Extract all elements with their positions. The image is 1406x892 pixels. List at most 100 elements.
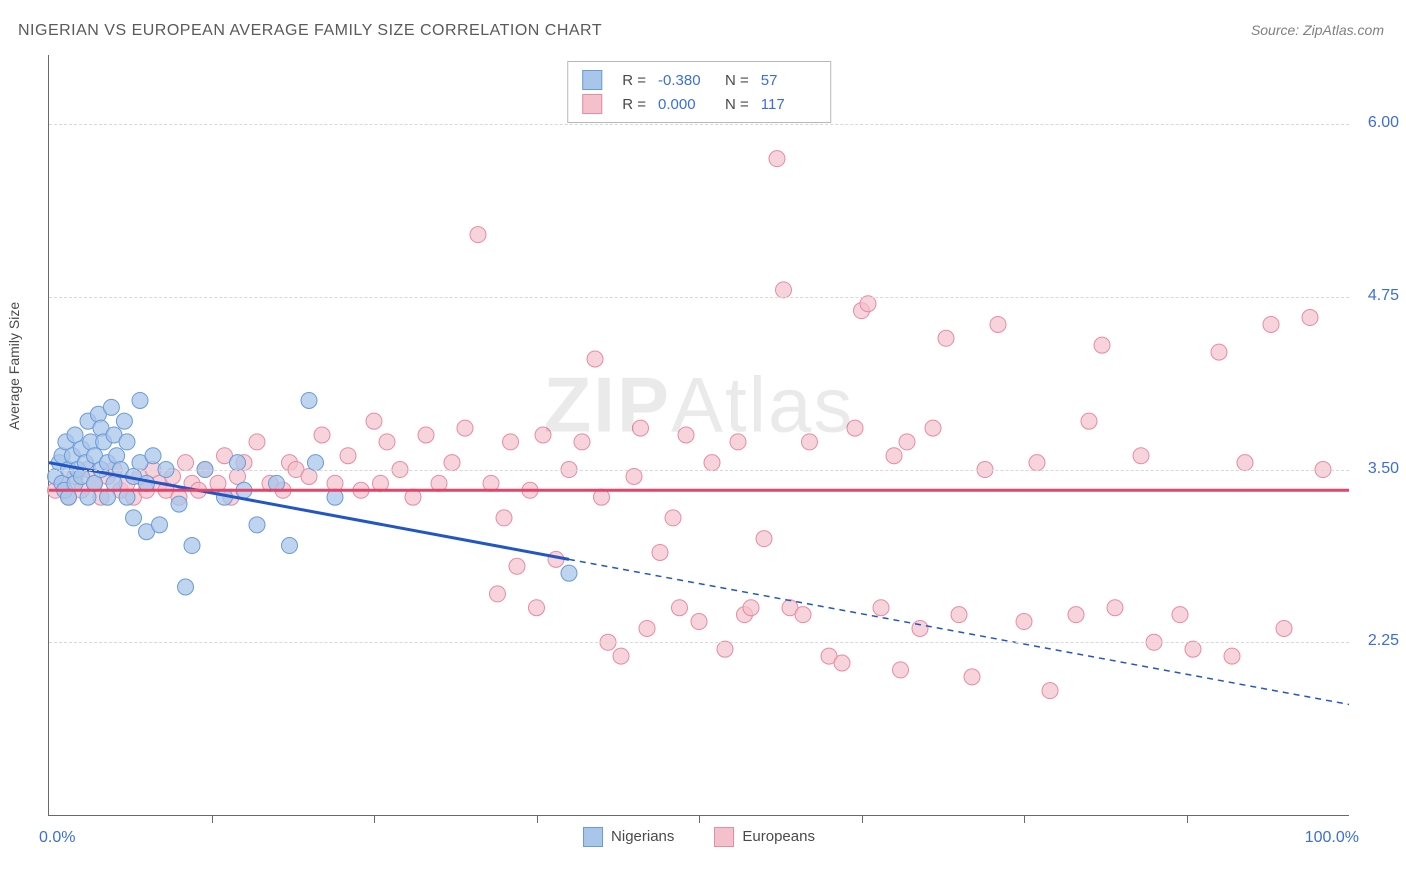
legend-swatch: [714, 827, 734, 847]
legend-item: Europeans: [714, 827, 815, 847]
data-point: [847, 420, 863, 436]
correlation-legend: R = -0.380 N = 57 R = 0.000 N = 117: [567, 61, 831, 123]
data-point: [925, 420, 941, 436]
data-point: [529, 600, 545, 616]
data-point: [893, 662, 909, 678]
legend-item: Nigerians: [583, 827, 674, 847]
data-point: [230, 455, 246, 471]
y-axis-label: Average Family Size: [6, 302, 22, 430]
data-point: [418, 427, 434, 443]
data-point: [860, 296, 876, 312]
legend-r-value: -0.380: [658, 72, 713, 89]
data-point: [340, 448, 356, 464]
x-axis-max-label: 100.0%: [1305, 829, 1359, 847]
data-point: [665, 510, 681, 526]
data-point: [178, 455, 194, 471]
source-attribution: Source: ZipAtlas.com: [1251, 22, 1384, 38]
legend-swatch: [583, 827, 603, 847]
data-point: [1237, 455, 1253, 471]
legend-r-label: R =: [622, 72, 646, 89]
legend-n-label: N =: [725, 96, 749, 113]
data-point: [802, 434, 818, 450]
gridline: [49, 124, 1349, 125]
data-point: [496, 510, 512, 526]
y-tick-label: 2.25: [1368, 632, 1399, 650]
data-point: [899, 434, 915, 450]
gridline: [49, 642, 1349, 643]
data-point: [938, 330, 954, 346]
data-point: [704, 455, 720, 471]
legend-n-label: N =: [725, 72, 749, 89]
legend-n-value: 117: [761, 96, 816, 113]
y-tick-label: 6.00: [1368, 114, 1399, 132]
data-point: [964, 669, 980, 685]
data-point: [1016, 614, 1032, 630]
x-tick: [374, 815, 375, 823]
data-point: [587, 351, 603, 367]
legend-r-label: R =: [622, 96, 646, 113]
x-tick: [1187, 815, 1188, 823]
x-tick: [212, 815, 213, 823]
data-point: [730, 434, 746, 450]
data-point: [119, 434, 135, 450]
data-point: [490, 586, 506, 602]
data-point: [1081, 413, 1097, 429]
data-point: [769, 151, 785, 167]
data-point: [717, 641, 733, 657]
data-point: [126, 510, 142, 526]
legend-r-value: 0.000: [658, 96, 713, 113]
legend-label: Europeans: [742, 828, 815, 845]
x-tick: [1024, 815, 1025, 823]
legend-label: Nigerians: [611, 828, 674, 845]
data-point: [444, 455, 460, 471]
data-point: [503, 434, 519, 450]
data-point: [776, 282, 792, 298]
data-point: [951, 607, 967, 623]
gridline: [49, 297, 1349, 298]
data-point: [470, 227, 486, 243]
data-point: [626, 468, 642, 484]
data-point: [1172, 607, 1188, 623]
x-tick: [537, 815, 538, 823]
data-point: [574, 434, 590, 450]
legend-swatch: [582, 70, 602, 90]
data-point: [103, 399, 119, 415]
data-point: [308, 455, 324, 471]
data-point: [366, 413, 382, 429]
data-point: [1042, 683, 1058, 699]
data-point: [678, 427, 694, 443]
data-point: [795, 607, 811, 623]
data-point: [282, 538, 298, 554]
data-point: [509, 558, 525, 574]
x-tick: [862, 815, 863, 823]
data-point: [1211, 344, 1227, 360]
data-point: [1302, 310, 1318, 326]
data-point: [652, 544, 668, 560]
data-point: [743, 600, 759, 616]
gridline: [49, 470, 1349, 471]
legend-n-value: 57: [761, 72, 816, 89]
data-point: [178, 579, 194, 595]
data-point: [1094, 337, 1110, 353]
data-point: [1133, 448, 1149, 464]
series-legend: Nigerians Europeans: [583, 827, 815, 847]
data-point: [1107, 600, 1123, 616]
data-point: [116, 413, 132, 429]
data-point: [834, 655, 850, 671]
x-axis-min-label: 0.0%: [39, 829, 75, 847]
data-point: [1185, 641, 1201, 657]
data-point: [249, 434, 265, 450]
data-point: [561, 565, 577, 581]
data-point: [171, 496, 187, 512]
data-point: [457, 420, 473, 436]
legend-row: R = -0.380 N = 57: [582, 68, 816, 92]
data-point: [633, 420, 649, 436]
data-point: [672, 600, 688, 616]
data-point: [145, 448, 161, 464]
data-point: [873, 600, 889, 616]
data-point: [132, 392, 148, 408]
chart-title: NIGERIAN VS EUROPEAN AVERAGE FAMILY SIZE…: [18, 22, 602, 40]
data-point: [990, 316, 1006, 332]
data-point: [249, 517, 265, 533]
data-point: [1029, 455, 1045, 471]
